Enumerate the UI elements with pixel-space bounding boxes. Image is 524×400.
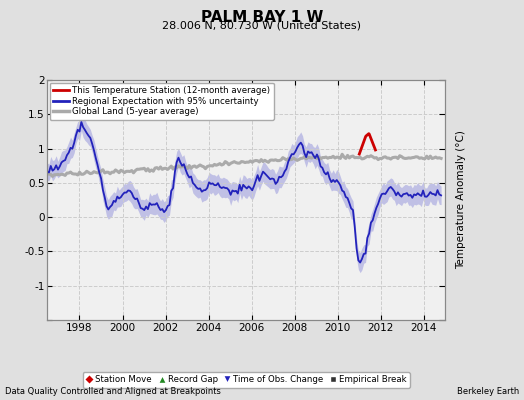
- Y-axis label: Temperature Anomaly (°C): Temperature Anomaly (°C): [456, 130, 466, 270]
- Legend: Station Move, Record Gap, Time of Obs. Change, Empirical Break: Station Move, Record Gap, Time of Obs. C…: [83, 372, 410, 388]
- Text: Data Quality Controlled and Aligned at Breakpoints: Data Quality Controlled and Aligned at B…: [5, 387, 221, 396]
- Text: PALM BAY 1 W: PALM BAY 1 W: [201, 10, 323, 25]
- Text: Berkeley Earth: Berkeley Earth: [456, 387, 519, 396]
- Text: 28.006 N, 80.730 W (United States): 28.006 N, 80.730 W (United States): [162, 21, 362, 31]
